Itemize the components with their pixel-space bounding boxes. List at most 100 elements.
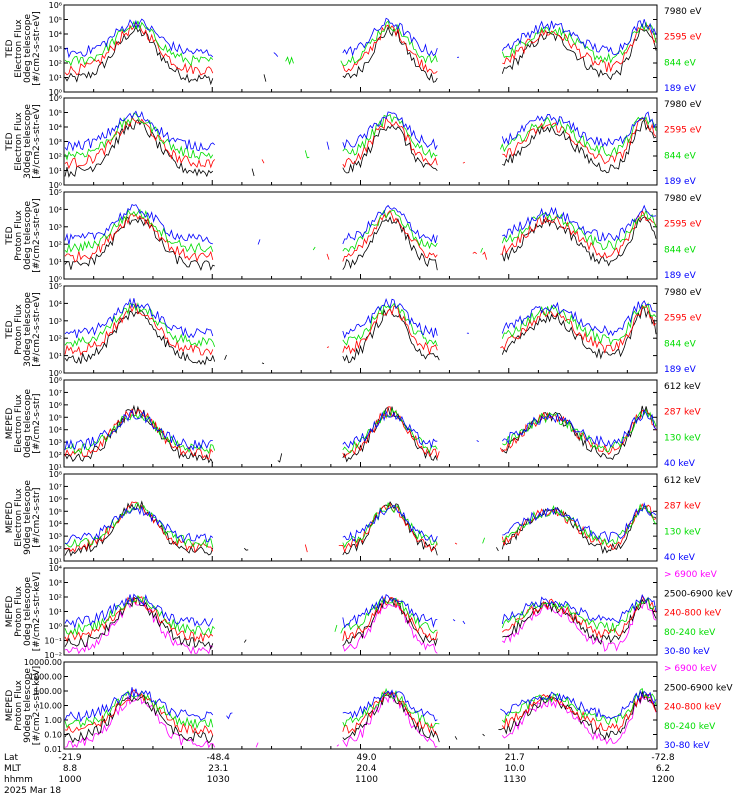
y-tick-label: 10⁵ (49, 188, 62, 197)
y-axis-label: MEPED (5, 596, 15, 628)
y-tick-label: 10² (49, 152, 62, 161)
y-tick-label: 10⁸ (49, 470, 62, 479)
y-tick-label: 10⁰ (49, 88, 62, 97)
y-tick-label: 10⁴ (49, 299, 62, 308)
y-tick-label: 10⁶ (49, 495, 62, 504)
legend-entry: 287 keV (664, 502, 701, 512)
panel-5: 10¹ 10² 10³ 10⁴ 10⁵ 10⁶ 10⁷ 10⁸ MEPED Electron Fl… (5, 376, 701, 472)
y-tick-label: 10⁴ (49, 123, 62, 132)
y-axis-label: 0deg telescope (23, 389, 33, 459)
panel-8: 0.01 0.10 1.00 10.00 100.00 1000.00 10000.00 ME… (5, 658, 733, 754)
legend-entry: 40 keV (664, 553, 696, 563)
panel-frame (63, 285, 658, 374)
y-tick-label: 10³ (49, 223, 62, 232)
y-tick-label: 1.00 (44, 716, 62, 725)
legend-entry: 2595 eV (664, 126, 702, 136)
y-axis-label: Electron Flux (14, 19, 24, 78)
y-tick-label: 10⁶ (49, 94, 62, 103)
legend-entry: 2500-6900 keV (664, 589, 733, 599)
y-tick-label: 10⁰ (49, 369, 62, 378)
series-trace (64, 404, 657, 464)
series-trace (64, 687, 657, 730)
y-axis-label: Proton Flux (14, 680, 24, 731)
y-tick-label: 10⁴ (49, 205, 62, 214)
legend-entry: 130 keV (664, 433, 701, 443)
series-trace (65, 408, 657, 455)
y-tick-label: 10⁵ (49, 507, 62, 516)
x-axis-hhmm-value: 1100 (355, 775, 378, 785)
legend-entry: 189 eV (664, 271, 697, 281)
legend-entry: 30-80 keV (664, 647, 710, 657)
y-tick-label: 10⁵ (49, 413, 62, 422)
x-axis-mlt-value: 8.8 (63, 764, 78, 774)
y-tick-label: 10⁷ (49, 482, 62, 491)
y-axis-label: 90deg telescope (23, 668, 33, 743)
y-tick-label: 10.00 (39, 702, 62, 711)
date-label: 2025 Mar 18 (4, 786, 61, 796)
legend-entry: 2500-6900 keV (664, 683, 733, 693)
legend-entry: 240-800 keV (664, 703, 722, 713)
x-axis-hhmm-value: 1030 (207, 775, 230, 785)
legend-entry: 130 keV (664, 527, 701, 537)
series-trace (64, 596, 657, 650)
series-trace (64, 119, 657, 178)
y-axis-label: [#/cm2-s-str-eV] (32, 104, 42, 179)
legend-entry: 844 eV (664, 339, 697, 349)
y-tick-label: 10² (49, 451, 62, 460)
y-axis-label: Proton Flux (14, 210, 24, 261)
y-axis-label: Electron Flux (14, 112, 24, 171)
panel-7: 10⁻² 10⁻¹ 10⁰ 10¹ 10² 10³ 10⁴ MEPED Proton Flux 0… (5, 564, 733, 660)
x-axis-mlt-value: 20.4 (356, 764, 376, 774)
y-tick-label: 0.10 (44, 731, 62, 740)
series-trace (64, 501, 657, 549)
y-tick-label: 10¹ (49, 167, 62, 176)
legend-entry: 7980 eV (664, 7, 702, 17)
y-tick-label: 10⁻² (44, 651, 62, 660)
y-axis-label: TED (5, 132, 15, 151)
legend-entry: 844 eV (664, 151, 697, 161)
y-tick-label: 10¹ (49, 74, 62, 83)
y-axis-label: Electron Flux (14, 394, 24, 453)
panel-frame (63, 4, 658, 93)
y-tick-label: 10² (49, 334, 62, 343)
y-axis-label: 0deg telescope (23, 201, 33, 271)
series-trace (64, 216, 657, 272)
y-tick-label: 10³ (49, 317, 62, 326)
series-trace (64, 307, 657, 366)
series-trace (64, 594, 657, 636)
y-tick-label: 10³ (49, 138, 62, 147)
series-trace (64, 110, 657, 152)
series-trace (64, 204, 657, 245)
y-tick-label: 10³ (49, 45, 62, 54)
y-tick-label: 10⁵ (49, 16, 62, 25)
y-tick-label: 100.00 (34, 687, 62, 696)
x-axis-mlt-value: 6.2 (656, 764, 670, 774)
panel-1: 10⁰ 10¹ 10² 10³ 10⁴ 10⁵ 10⁶ TED Electron Flux 0de… (5, 1, 702, 97)
y-axis-label: MEPED (5, 502, 15, 534)
y-axis-label: [#/cm2-s-str] (32, 393, 42, 453)
y-tick-label: 0.01 (44, 745, 62, 754)
series-trace (64, 302, 657, 356)
lat-row-label: Lat (4, 753, 19, 763)
y-axis-label: TED (5, 226, 15, 245)
legend-entry: 30-80 keV (664, 741, 710, 751)
y-tick-label: 10² (49, 593, 62, 602)
series-trace (64, 20, 657, 67)
x-axis-lat-value: -21.9 (58, 753, 82, 763)
y-tick-label: 10¹ (49, 352, 62, 361)
y-axis-label: 0deg telescope (23, 577, 33, 647)
legend-entry: > 6900 keV (664, 570, 718, 580)
y-axis-label: Proton Flux (14, 304, 24, 355)
series-trace (64, 115, 657, 170)
y-axis-label: 30deg telescope (23, 104, 33, 179)
y-axis-label: [#/cm2-s-str-keV] (32, 572, 42, 651)
series-trace (64, 17, 657, 59)
legend-entry: 80-240 keV (664, 722, 716, 732)
x-axis-hhmm-value: 1130 (503, 775, 526, 785)
y-tick-label: 10⁷ (49, 388, 62, 397)
panel-frame (63, 191, 658, 280)
y-axis-label: [#/cm2-s-str-keV] (32, 666, 42, 745)
panel-3: 10⁰ 10¹ 10² 10³ 10⁴ 10⁵ TED Proton Flux 0deg tel… (5, 188, 702, 284)
y-tick-label: 10² (49, 545, 62, 554)
legend-entry: 844 eV (664, 58, 697, 68)
